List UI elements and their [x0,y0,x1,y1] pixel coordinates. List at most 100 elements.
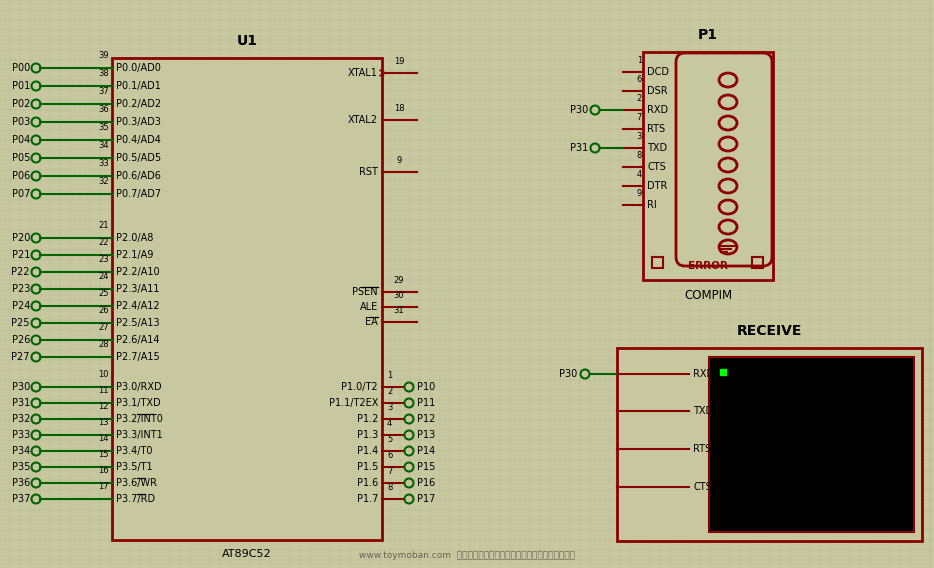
Text: RTS: RTS [693,444,711,454]
Ellipse shape [719,137,737,151]
Text: 28: 28 [98,340,109,349]
Text: P10: P10 [417,382,435,392]
Text: P1.5: P1.5 [357,462,378,472]
Text: P0.0/AD0: P0.0/AD0 [116,63,161,73]
Text: 10: 10 [98,370,109,379]
Text: EA: EA [365,317,378,327]
Text: RI: RI [647,200,657,210]
Text: 1: 1 [387,371,392,380]
Text: P17: P17 [417,494,435,504]
Text: 13: 13 [98,418,109,427]
Text: P3.0/RXD: P3.0/RXD [116,382,162,392]
Text: P0.6/AD6: P0.6/AD6 [116,171,161,181]
Text: 39: 39 [98,51,109,60]
Text: 38: 38 [98,69,109,78]
Text: P30: P30 [570,105,588,115]
Text: P2.2/A10: P2.2/A10 [116,267,160,277]
Text: P1.2: P1.2 [357,414,378,424]
Text: 7: 7 [387,467,392,476]
Bar [643,52,773,280]
Text: P32: P32 [11,414,30,424]
Text: CTS: CTS [647,162,666,172]
Text: P2.6/A14: P2.6/A14 [116,335,160,345]
Text: P24: P24 [11,301,30,311]
Text: P03: P03 [12,117,30,127]
Text: 4: 4 [637,170,642,179]
Text: P2.7/A15: P2.7/A15 [116,352,160,362]
Text: 23: 23 [98,255,109,264]
Text: COMPIM: COMPIM [684,289,732,302]
Text: P1.1/T2EX: P1.1/T2EX [329,398,378,408]
Ellipse shape [719,73,737,87]
Text: P05: P05 [11,153,30,163]
Text: RXD: RXD [647,105,668,115]
Bar [112,58,382,540]
Text: 26: 26 [98,306,109,315]
Text: P22: P22 [11,267,30,277]
Text: P26: P26 [11,335,30,345]
Text: P3.7/RD: P3.7/RD [116,494,155,504]
Text: P0.2/AD2: P0.2/AD2 [116,99,162,109]
Text: P0.3/AD3: P0.3/AD3 [116,117,161,127]
Text: 18: 18 [394,104,404,113]
Text: RTS: RTS [647,124,665,134]
Text: 32: 32 [98,177,109,186]
Text: 27: 27 [98,323,109,332]
Text: P13: P13 [417,430,435,440]
Text: P2.0/A8: P2.0/A8 [116,233,153,243]
Text: 30: 30 [394,291,404,300]
Text: P2.4/A12: P2.4/A12 [116,301,160,311]
Ellipse shape [719,116,737,130]
FancyBboxPatch shape [676,53,772,266]
Text: 24: 24 [98,272,109,281]
Text: P33: P33 [12,430,30,440]
Text: P3.1/TXD: P3.1/TXD [116,398,161,408]
Text: 34: 34 [98,141,109,150]
Text: P23: P23 [11,284,30,294]
Text: P1.4: P1.4 [357,446,378,456]
Text: 12: 12 [98,402,109,411]
Text: 4: 4 [387,419,392,428]
Text: P3.6/WR: P3.6/WR [116,478,157,488]
Text: 9: 9 [396,156,402,165]
Text: TXD: TXD [647,143,667,153]
Ellipse shape [719,179,737,193]
Text: 25: 25 [98,289,109,298]
Text: P00: P00 [12,63,30,73]
Text: 36: 36 [98,105,109,114]
Text: P25: P25 [11,318,30,328]
Text: P07: P07 [11,189,30,199]
Text: RECEIVE: RECEIVE [737,324,802,338]
Text: 8: 8 [387,483,392,492]
Text: XTAL1: XTAL1 [348,68,378,78]
Text: 8: 8 [637,151,642,160]
Text: P11: P11 [417,398,435,408]
Text: DCD: DCD [647,67,669,77]
Text: DSR: DSR [647,86,668,96]
Text: U1: U1 [236,34,258,48]
Bar [709,357,914,532]
Text: P27: P27 [11,352,30,362]
Text: 15: 15 [98,450,109,459]
Text: P30: P30 [559,369,577,379]
Text: 35: 35 [98,123,109,132]
Text: 19: 19 [394,57,404,66]
Text: P31: P31 [12,398,30,408]
Text: 3: 3 [637,132,642,141]
Text: P1.7: P1.7 [357,494,378,504]
Text: 6: 6 [637,75,642,84]
Text: ALE: ALE [360,302,378,312]
Text: 9: 9 [637,189,642,198]
Text: 16: 16 [98,466,109,475]
Text: P1.0/T2: P1.0/T2 [341,382,378,392]
Text: RST: RST [360,167,378,177]
Text: P30: P30 [12,382,30,392]
Text: www.toymoban.com  网络图片仅供展示，非存储，如有侵权请联系删除: www.toymoban.com 网络图片仅供展示，非存储，如有侵权请联系删除 [359,551,575,560]
Text: PSEN: PSEN [352,287,378,297]
Text: P3.4/T0: P3.4/T0 [116,446,152,456]
Text: 21: 21 [98,221,109,230]
Text: AT89C52: AT89C52 [222,549,272,559]
Text: P14: P14 [417,446,435,456]
Bar [617,348,922,541]
Text: P35: P35 [11,462,30,472]
